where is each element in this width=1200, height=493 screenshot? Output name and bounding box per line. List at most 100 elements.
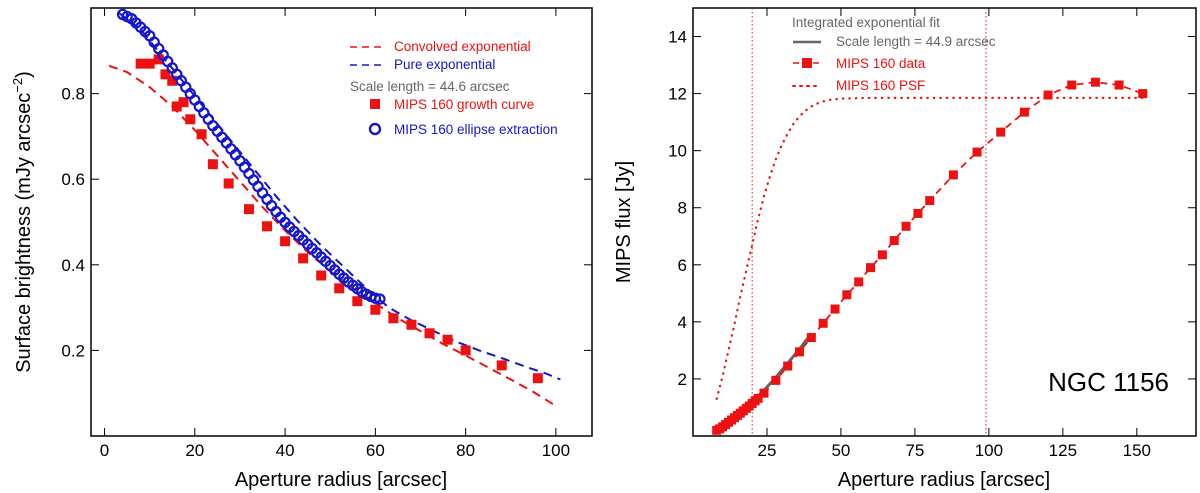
right-mips-160-data-point (1138, 89, 1148, 99)
right-chart: 25 50 75 100 125 150 2 4 6 8 10 12 14 Integrated exp… (613, 7, 1197, 491)
right-x-tick-label: 75 (905, 441, 924, 460)
left-chart: 0 20 40 60 80 100 0.2 0.4 0.6 0.8 Convolved expon… (10, 7, 593, 491)
left-mips-160-ellipse-extraction-point (369, 292, 382, 304)
left-series (108, 8, 561, 407)
left-x-tick-label: 80 (456, 441, 475, 460)
legend-convolved: Convolved exponential (394, 39, 531, 54)
right-mips-160-data-point (806, 333, 816, 343)
right-y-tick-label: 2 (678, 370, 687, 389)
right-y-tick-label: 12 (668, 85, 687, 104)
left-y-tick-label: 0.2 (61, 341, 85, 360)
left-mips-160-growth-curve-point (352, 296, 363, 307)
left-mips-160-growth-curve-point (334, 283, 345, 294)
legend-pure: Pure exponential (394, 57, 495, 72)
left-mips-160-growth-curve-point (178, 97, 189, 108)
legend-data: MIPS 160 data (836, 56, 926, 71)
legend-growth-swatch (370, 99, 380, 109)
right-series (712, 8, 1148, 436)
right-mips-160-data-point (818, 318, 828, 328)
right-mips-160-data-point (771, 375, 781, 385)
left-mips-160-growth-curve-point (406, 319, 417, 330)
legend-ellipse: MIPS 160 ellipse extraction (394, 122, 558, 137)
right-y-tick-label: 14 (668, 28, 687, 47)
left-x-tick-label: 100 (542, 441, 570, 460)
left-mips-160-growth-curve-point (280, 236, 291, 247)
left-y-tick-label: 0.4 (61, 256, 85, 275)
right-y-tick-label: 10 (668, 142, 687, 161)
left-mips-160-growth-curve-point (171, 101, 182, 112)
right-mips-160-data-point (1114, 80, 1124, 90)
legend-ellipse-swatch (368, 122, 382, 136)
left-mips-160-growth-curve-point (135, 58, 146, 69)
right-mips-160-data-point (795, 347, 805, 357)
right-ticks: 25 50 75 100 125 150 2 4 6 8 10 12 14 (668, 8, 1196, 460)
right-legend: Integrated exponential fit Scale length … (792, 15, 996, 93)
left-y-tick-label: 0.8 (61, 85, 85, 104)
right-x-tick-label: 100 (975, 441, 1003, 460)
right-mips-160-data-point (1043, 90, 1053, 100)
left-x-tick-label: 40 (276, 441, 295, 460)
left-pure-exponential-line (117, 11, 561, 381)
left-x-tick-label: 20 (185, 441, 204, 460)
left-mips-160-growth-curve-point (424, 328, 435, 339)
left-mips-160-growth-curve-point (196, 129, 207, 140)
left-y-axis-label: Surface brightness (mJy arcsec−2) (10, 71, 35, 373)
left-legend: Convolved exponential Pure exponential S… (350, 39, 558, 137)
right-mips-160-data-point (854, 277, 864, 287)
legend-fit-title: Integrated exponential fit (792, 15, 940, 30)
right-mips-160-data-point (753, 393, 763, 403)
legend-psf: MIPS 160 PSF (836, 78, 925, 93)
left-mips-160-growth-curve-point (243, 204, 254, 215)
left-mips-160-growth-curve-point (460, 345, 471, 356)
left-mips-160-growth-curve-point (388, 313, 399, 324)
legend-scale-length: Scale length = 44.6 arcsec (350, 79, 510, 94)
left-mips-160-growth-curve-point (298, 253, 309, 264)
left-mips-160-growth-curve-point (144, 58, 155, 69)
right-mips-160-data-point (1019, 107, 1029, 117)
right-mips-160-data-point (866, 263, 876, 273)
right-mips-160-data-point (925, 196, 935, 206)
left-mips-160-growth-curve-point (223, 178, 234, 189)
left-mips-160-growth-curve-point (160, 69, 171, 80)
left-mips-160-growth-curve-point (316, 270, 327, 281)
right-mips-160-data-point (996, 127, 1006, 137)
right-x-tick-label: 125 (1049, 441, 1077, 460)
left-mips-160-growth-curve-point (496, 360, 507, 371)
galaxy-label: NGC 1156 (1048, 367, 1169, 397)
left-mips-160-growth-curve-point (153, 54, 164, 65)
left-mips-160-growth-curve-point (370, 304, 381, 315)
right-mips-160-data-point (1090, 77, 1100, 87)
left-plot-frame (90, 7, 593, 437)
right-mips-160-data-point (972, 147, 982, 157)
right-mips-160-data-point (877, 250, 887, 260)
left-mips-160-growth-curve-point (185, 114, 196, 125)
right-mips-160-data-point (1067, 80, 1077, 90)
left-mips-160-ellipse-extraction-point (374, 293, 386, 305)
left-mips-160-growth-curve-point (532, 373, 543, 384)
right-x-tick-label: 150 (1123, 441, 1151, 460)
right-mips-160-psf-line (715, 96, 1144, 400)
left-convolved-exponential-line (108, 64, 557, 407)
left-mips-160-growth-curve-point (262, 221, 273, 232)
left-y-tick-label: 0.6 (61, 170, 85, 189)
left-mips-160-growth-curve-point (207, 159, 218, 170)
right-mips-160-data-point (842, 290, 852, 300)
left-x-tick-label: 60 (366, 441, 385, 460)
right-mips-160-data-point (783, 361, 793, 371)
left-x-tick-label: 0 (100, 441, 109, 460)
left-x-axis-label: Aperture radius [arcsec] (235, 469, 447, 491)
right-y-axis-label: MIPS flux [Jy] (613, 161, 635, 283)
right-mips-160-data-point (759, 388, 769, 398)
right-mips-160-data-point (948, 170, 958, 180)
left-ticks: 0 20 40 60 80 100 0.2 0.4 0.6 0.8 (61, 8, 592, 460)
right-mips-160-data-point (901, 221, 911, 231)
right-mips-160-data-point (830, 304, 840, 314)
legend-fit-scale-length: Scale length = 44.9 arcsec (836, 34, 996, 49)
right-x-tick-label: 50 (831, 441, 850, 460)
right-plot-frame (692, 7, 1197, 437)
right-y-tick-label: 4 (678, 313, 687, 332)
right-y-tick-label: 6 (678, 256, 687, 275)
left-mips-160-growth-curve-point (167, 75, 178, 86)
legend-data-swatch (802, 58, 812, 68)
